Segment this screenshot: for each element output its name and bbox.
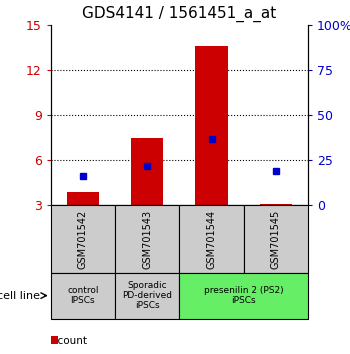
Text: cell line: cell line (0, 291, 40, 301)
Text: GSM701545: GSM701545 (271, 209, 281, 269)
Text: presenilin 2 (PS2)
iPSCs: presenilin 2 (PS2) iPSCs (204, 286, 284, 305)
Text: GSM701543: GSM701543 (142, 209, 152, 269)
Text: GSM701542: GSM701542 (78, 209, 88, 269)
Text: count: count (51, 336, 87, 346)
Title: GDS4141 / 1561451_a_at: GDS4141 / 1561451_a_at (82, 6, 276, 22)
Bar (260, 204, 292, 205)
Text: control
IPSCs: control IPSCs (67, 286, 99, 305)
Bar (67, 192, 99, 205)
Text: Sporadic
PD-derived
iPSCs: Sporadic PD-derived iPSCs (122, 281, 172, 310)
Bar (195, 46, 228, 205)
Text: GSM701544: GSM701544 (206, 209, 217, 269)
Bar (131, 138, 163, 205)
